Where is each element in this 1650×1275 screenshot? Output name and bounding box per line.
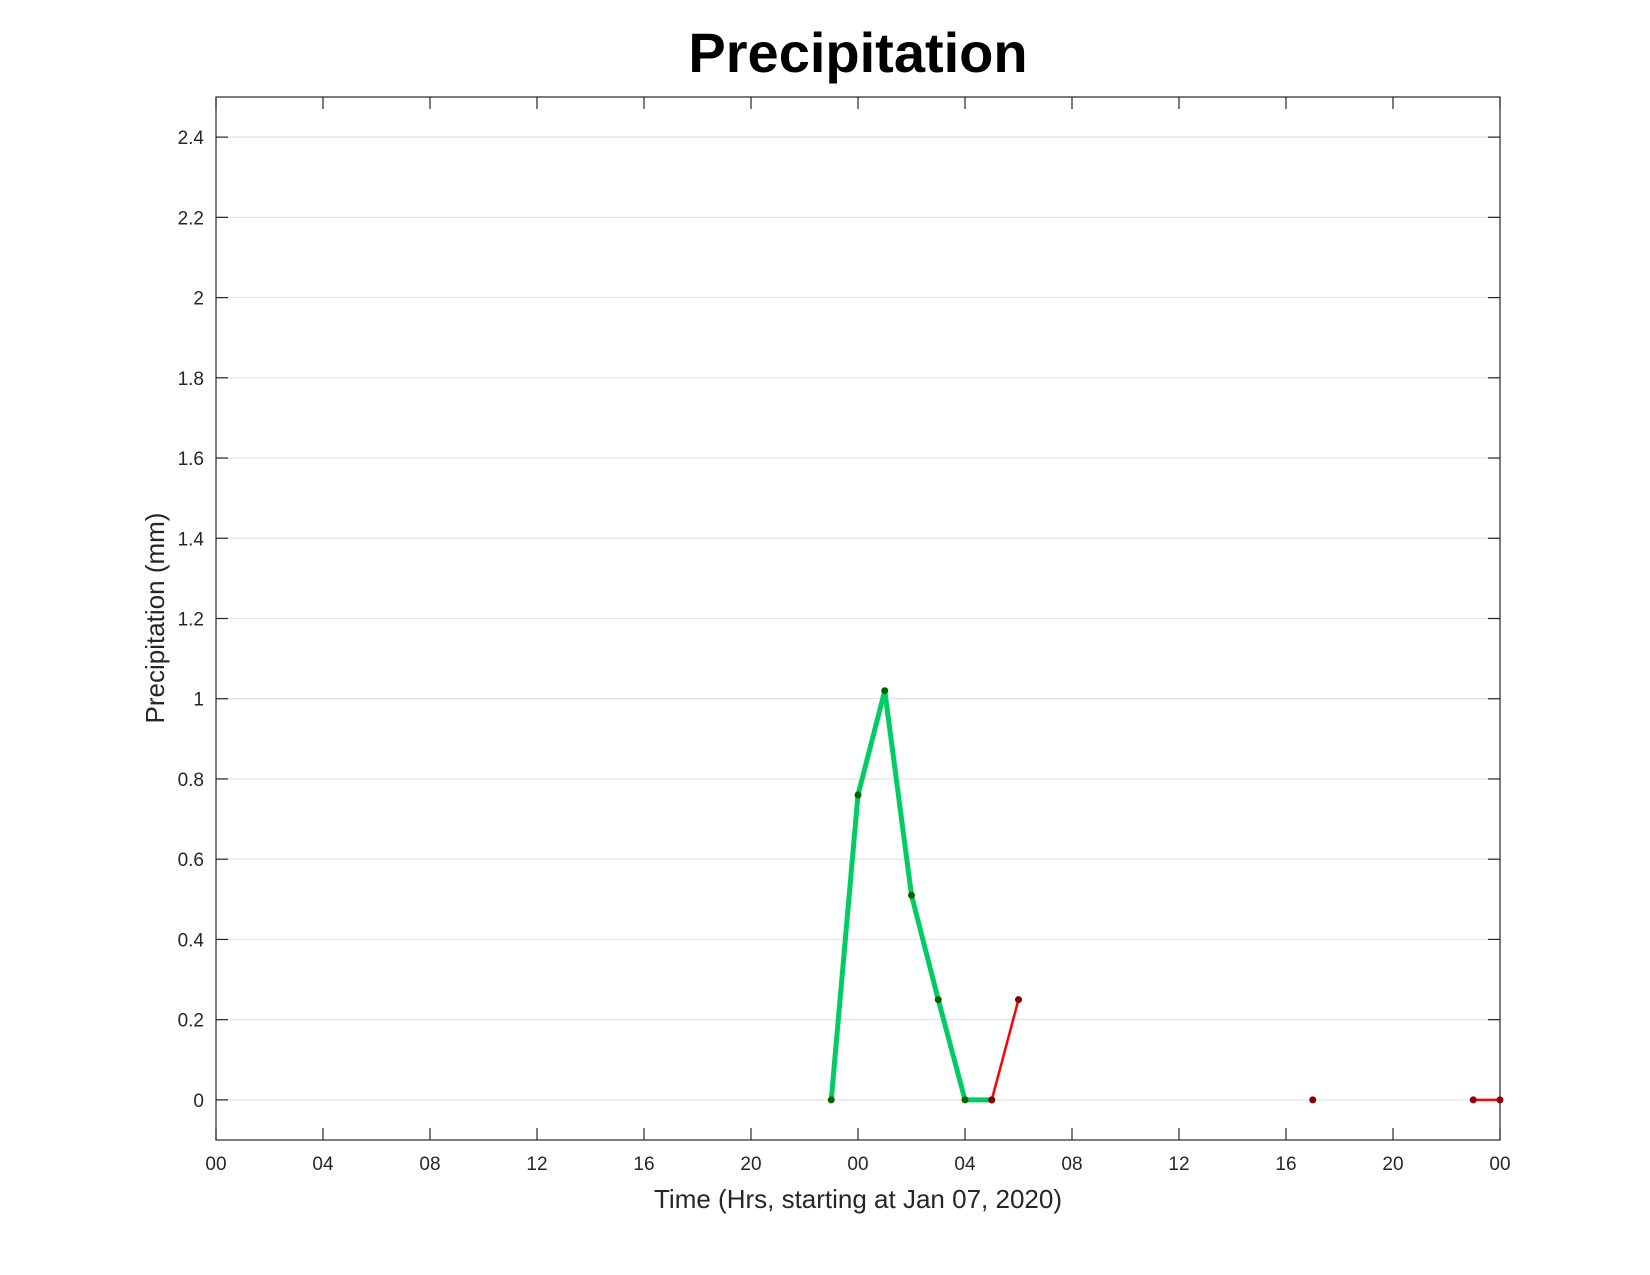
y-tick-label: 1.2 [178, 610, 204, 631]
x-tick-label: 16 [1275, 1154, 1296, 1175]
y-tick-label: 2.4 [178, 128, 205, 149]
y-tick-label: 0.2 [178, 1011, 204, 1032]
data-point [1309, 1096, 1317, 1104]
x-tick-label: 08 [1061, 1154, 1082, 1175]
y-axis-label: Precipitation (mm) [140, 513, 170, 724]
x-tick-label: 00 [847, 1154, 868, 1175]
data-line [990, 999, 1020, 1101]
x-tick-label: 00 [1489, 1154, 1510, 1175]
data-point [1015, 996, 1022, 1004]
data-point [881, 687, 889, 695]
y-tick-label: 1 [193, 690, 204, 711]
chart-title: Precipitation [688, 21, 1027, 84]
x-tick-label: 04 [312, 1154, 334, 1175]
y-tick-label: 0 [193, 1091, 204, 1112]
data-point [827, 1096, 835, 1104]
x-tick-label: 16 [633, 1154, 654, 1175]
y-tick-label: 2.2 [178, 208, 204, 229]
x-tick-label: 20 [1382, 1154, 1403, 1175]
y-tick-label: 1.6 [178, 449, 204, 470]
data-point [988, 1096, 996, 1104]
data-point [1469, 1096, 1477, 1104]
x-axis-label: Time (Hrs, starting at Jan 07, 2020) [654, 1184, 1062, 1214]
data-point [1496, 1096, 1504, 1104]
y-tick-label: 0.8 [178, 770, 204, 791]
data-point [854, 791, 862, 799]
x-tick-label: 00 [205, 1154, 226, 1175]
y-tick-label: 1.8 [178, 369, 204, 390]
y-tick-label: 1.4 [178, 529, 205, 550]
data-point [908, 891, 915, 899]
x-tick-label: 12 [1168, 1154, 1189, 1175]
x-tick-label: 20 [740, 1154, 761, 1175]
data-point [934, 996, 942, 1004]
x-tick-label: 04 [954, 1154, 976, 1175]
y-tick-label: 0.6 [178, 850, 204, 871]
data-point [961, 1096, 969, 1104]
plot-frame [215, 96, 1501, 1141]
x-tick-label: 08 [419, 1154, 440, 1175]
y-tick-label: 0.4 [178, 930, 205, 951]
x-tick-label: 12 [526, 1154, 547, 1175]
y-tick-label: 2 [193, 289, 204, 310]
